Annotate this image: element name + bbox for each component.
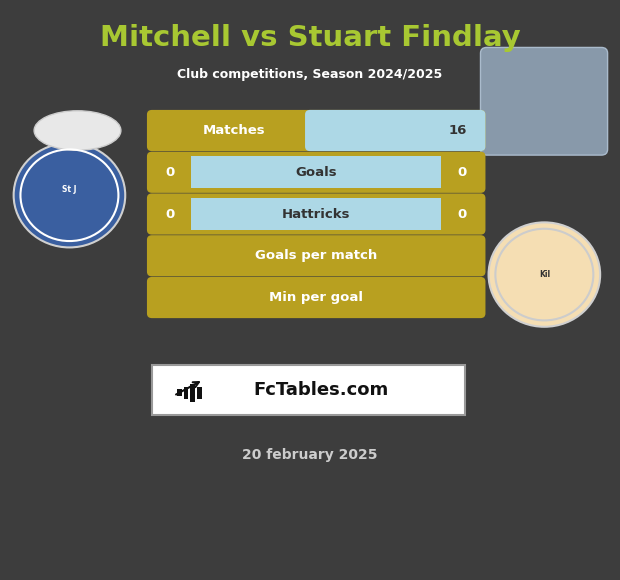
FancyBboxPatch shape bbox=[147, 235, 485, 276]
FancyBboxPatch shape bbox=[147, 151, 485, 193]
Text: FcTables.com: FcTables.com bbox=[253, 381, 389, 399]
Text: Kil: Kil bbox=[539, 270, 550, 279]
Bar bbox=[192, 156, 441, 188]
FancyBboxPatch shape bbox=[152, 365, 465, 415]
Text: Goals per match: Goals per match bbox=[255, 249, 378, 262]
Bar bbox=[184, 387, 188, 399]
Text: 0: 0 bbox=[166, 166, 175, 179]
Text: Hattricks: Hattricks bbox=[282, 208, 350, 220]
Text: 0: 0 bbox=[458, 208, 467, 220]
Text: St J: St J bbox=[62, 185, 77, 194]
Circle shape bbox=[14, 143, 125, 248]
Ellipse shape bbox=[34, 111, 121, 150]
Text: Club competitions, Season 2024/2025: Club competitions, Season 2024/2025 bbox=[177, 68, 443, 81]
FancyBboxPatch shape bbox=[305, 110, 485, 151]
FancyBboxPatch shape bbox=[147, 193, 485, 234]
Text: 0: 0 bbox=[458, 166, 467, 179]
Text: Matches: Matches bbox=[203, 124, 265, 137]
Text: Min per goal: Min per goal bbox=[269, 291, 363, 304]
FancyBboxPatch shape bbox=[480, 48, 608, 155]
FancyBboxPatch shape bbox=[147, 110, 485, 151]
Bar bbox=[192, 198, 441, 230]
Bar bbox=[316, 114, 480, 146]
Text: Mitchell vs Stuart Findlay: Mitchell vs Stuart Findlay bbox=[100, 24, 520, 52]
Bar bbox=[177, 390, 182, 397]
Text: Goals: Goals bbox=[295, 166, 337, 179]
Text: 20 february 2025: 20 february 2025 bbox=[242, 448, 378, 462]
FancyBboxPatch shape bbox=[147, 277, 485, 318]
Bar bbox=[190, 385, 195, 402]
Bar bbox=[197, 387, 202, 399]
Text: 16: 16 bbox=[448, 124, 467, 137]
Text: 0: 0 bbox=[166, 208, 175, 220]
Circle shape bbox=[489, 222, 600, 327]
